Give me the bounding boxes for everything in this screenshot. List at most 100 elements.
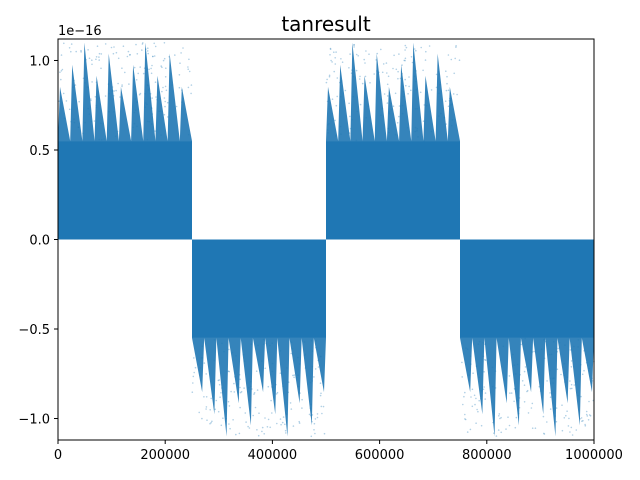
data-point (340, 79, 343, 82)
data-point (279, 418, 282, 420)
data-point (449, 97, 451, 100)
data-point (419, 91, 422, 94)
data-point (454, 57, 457, 60)
data-point (139, 66, 141, 68)
data-point (453, 72, 456, 75)
data-point (382, 63, 385, 65)
data-point (451, 124, 453, 127)
data-point (484, 343, 486, 346)
data-point (399, 77, 402, 80)
x-tick-label: 800000 (462, 448, 512, 463)
x-tick-label: 400000 (248, 448, 298, 463)
data-point (112, 52, 115, 55)
data-point (179, 62, 181, 64)
data-point (142, 72, 145, 75)
data-point (474, 403, 476, 406)
data-point (114, 135, 117, 138)
data-point (91, 81, 93, 83)
data-point (60, 54, 63, 56)
data-point (386, 102, 389, 104)
data-point (480, 424, 483, 427)
data-point (435, 86, 438, 89)
data-point (261, 430, 263, 433)
data-point (145, 48, 147, 50)
data-point (138, 93, 141, 96)
data-point (255, 370, 258, 373)
data-point (158, 110, 160, 112)
data-point (80, 49, 82, 52)
data-point (518, 406, 521, 409)
spike-region (192, 337, 326, 437)
data-point (152, 55, 154, 58)
data-point (142, 42, 144, 44)
data-point (181, 101, 183, 103)
data-point (297, 356, 299, 359)
data-point (113, 46, 115, 48)
data-point (215, 399, 218, 402)
data-point (220, 424, 223, 427)
data-point (88, 113, 91, 115)
data-point (398, 105, 401, 107)
data-point (154, 130, 156, 132)
data-point (238, 432, 241, 435)
data-point (95, 56, 98, 58)
data-point (326, 100, 329, 103)
data-point (403, 59, 406, 62)
data-point (394, 92, 397, 95)
data-point (100, 53, 103, 55)
data-point (145, 102, 147, 104)
data-point (447, 105, 450, 108)
data-point (95, 106, 98, 109)
data-point (100, 122, 102, 125)
data-point (107, 83, 110, 85)
data-point (134, 98, 137, 100)
data-point (271, 412, 273, 414)
data-point (243, 360, 246, 362)
data-point (291, 348, 294, 350)
data-point (235, 355, 237, 357)
data-point (584, 423, 586, 426)
data-point (564, 344, 566, 346)
data-point (239, 386, 241, 389)
data-point (74, 84, 77, 86)
data-point (349, 115, 351, 118)
data-point (116, 130, 119, 133)
data-point (339, 96, 342, 98)
spike-region (326, 42, 460, 142)
data-point (473, 394, 476, 397)
data-point (265, 342, 268, 345)
data-point (588, 400, 590, 403)
data-point (298, 420, 301, 423)
data-point (348, 67, 350, 69)
data-point (500, 431, 503, 434)
data-point (516, 363, 519, 366)
data-point (153, 55, 156, 57)
data-point (546, 380, 548, 382)
data-point (228, 370, 230, 373)
data-point (73, 121, 76, 124)
data-point (285, 413, 288, 415)
data-point (100, 67, 102, 70)
data-point (174, 54, 176, 56)
data-point (98, 56, 100, 58)
data-point (438, 115, 440, 117)
data-point (263, 433, 266, 435)
data-point (162, 86, 164, 89)
dense-point-band (460, 239, 594, 338)
data-point (325, 81, 328, 84)
data-point (188, 58, 190, 61)
data-point (271, 362, 274, 365)
spike-region (460, 337, 594, 437)
data-point (415, 88, 418, 91)
data-point (253, 392, 256, 394)
data-point (451, 119, 454, 121)
data-point (446, 82, 448, 85)
data-point (335, 51, 337, 53)
data-point (390, 108, 393, 111)
data-point (570, 360, 573, 362)
data-point (322, 405, 325, 408)
data-point (410, 56, 413, 58)
data-point (531, 351, 534, 353)
data-point (96, 45, 99, 47)
data-point (146, 84, 149, 86)
